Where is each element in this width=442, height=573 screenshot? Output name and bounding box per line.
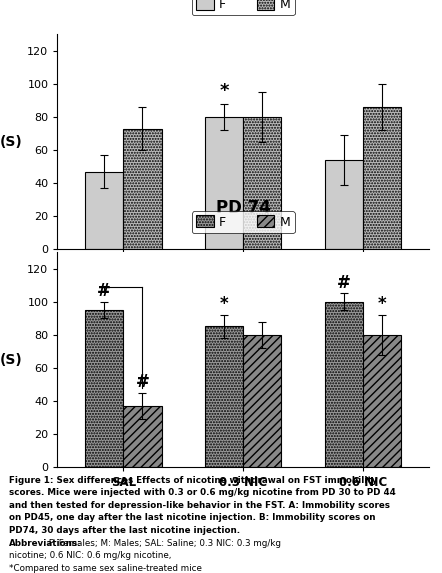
Title: PD 74: PD 74 xyxy=(216,199,271,217)
Bar xyxy=(123,406,162,467)
Text: PD74, 30 days after the last nicotine injection.: PD74, 30 days after the last nicotine in… xyxy=(9,526,240,535)
Bar xyxy=(205,117,243,249)
Bar xyxy=(363,335,401,467)
Legend: F, M: F, M xyxy=(192,0,294,15)
Text: Abbreviations:: Abbreviations: xyxy=(9,539,82,548)
Bar xyxy=(324,302,363,467)
Text: Figure 1: Sex differences Effects of nicotine withdrawal on FST immobility: Figure 1: Sex differences Effects of nic… xyxy=(9,476,377,485)
Text: on PD45, one day after the last nicotine injection. B: Immobility scores on: on PD45, one day after the last nicotine… xyxy=(9,513,375,523)
Text: *Compared to same sex saline-treated mice: *Compared to same sex saline-treated mic… xyxy=(9,564,202,573)
Bar xyxy=(243,117,282,249)
Bar xyxy=(243,335,282,467)
Bar xyxy=(85,310,123,467)
Bar xyxy=(123,128,162,249)
Text: *: * xyxy=(378,295,386,313)
Text: scores. Mice were injected with 0.3 or 0.6 mg/kg nicotine from PD 30 to PD 44: scores. Mice were injected with 0.3 or 0… xyxy=(9,488,396,497)
Text: #: # xyxy=(136,373,149,391)
Text: #: # xyxy=(337,274,351,292)
Bar xyxy=(363,107,401,249)
Bar xyxy=(324,160,363,249)
Text: *: * xyxy=(220,295,228,313)
Text: #: # xyxy=(97,282,111,300)
Y-axis label: (S): (S) xyxy=(0,352,22,367)
Legend: F, M: F, M xyxy=(192,211,294,233)
Text: F: Females; M: Males; SAL: Saline; 0.3 NIC: 0.3 mg/kg: F: Females; M: Males; SAL: Saline; 0.3 N… xyxy=(46,539,281,548)
Bar xyxy=(85,171,123,249)
Y-axis label: (S): (S) xyxy=(0,135,22,149)
Bar xyxy=(205,327,243,467)
Text: and then tested for depression-like behavior in the FST. A: Immobility scores: and then tested for depression-like beha… xyxy=(9,501,390,510)
Text: *: * xyxy=(219,83,229,100)
Text: nicotine; 0.6 NIC: 0.6 mg/kg nicotine,: nicotine; 0.6 NIC: 0.6 mg/kg nicotine, xyxy=(9,551,171,560)
